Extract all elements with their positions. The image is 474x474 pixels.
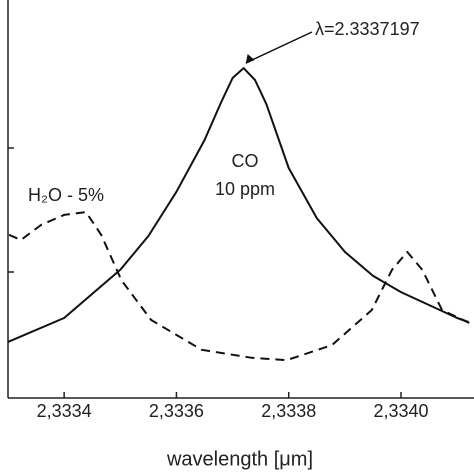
x-tick-label: 2,3340 bbox=[373, 401, 428, 421]
x-tick-label: 2,3336 bbox=[149, 401, 204, 421]
annotation: H₂O - 5% bbox=[28, 185, 104, 205]
annotation-arrow bbox=[247, 31, 313, 63]
annotation: 10 ppm bbox=[215, 179, 275, 199]
x-tick-label: 2,3338 bbox=[261, 401, 316, 421]
series-line bbox=[8, 211, 474, 362]
x-tick-label: 2,3334 bbox=[37, 401, 92, 421]
annotation: λ=2.3337197 bbox=[315, 19, 420, 39]
series-line bbox=[7, 67, 469, 343]
x-axis-label: wavelength [μm] bbox=[166, 448, 313, 470]
annotation: CO bbox=[232, 151, 259, 171]
arrow-head bbox=[245, 54, 255, 65]
